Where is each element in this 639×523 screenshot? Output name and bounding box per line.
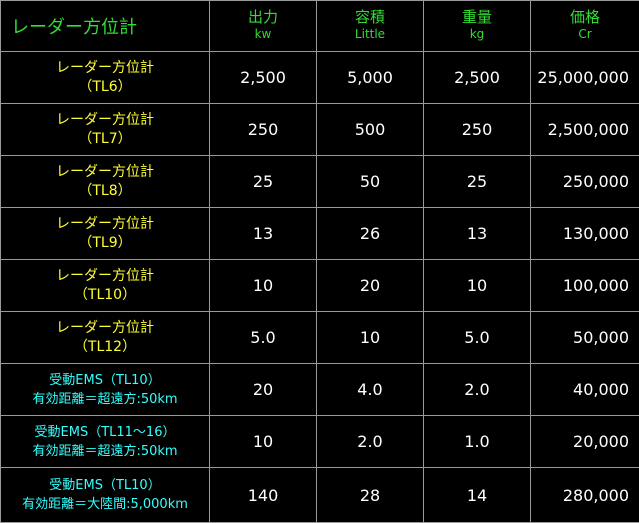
item-range: 有効距離＝超遠方:50km — [32, 443, 178, 459]
header-output-unit: kw — [254, 27, 272, 41]
item-model: （TL6） — [78, 78, 132, 95]
header-price: 価格 Cr — [530, 0, 639, 52]
weight-value: 2,500 — [423, 51, 531, 104]
volume-value: 2.0 — [316, 415, 424, 468]
volume-value: 50 — [316, 155, 424, 208]
item-name: レーダー方位計 — [56, 59, 154, 76]
table-row: レーダー方位計 （TL9） 13 26 13 130,000 — [0, 207, 639, 260]
header-weight-unit: kg — [469, 27, 485, 41]
volume-value: 20 — [316, 259, 424, 312]
price-value: 50,000 — [530, 311, 639, 364]
header-price-label: 価格 — [569, 8, 600, 26]
table-row: 受動EMS（TL10） 有効距離＝超遠方:50km 20 4.0 2.0 40,… — [0, 363, 639, 416]
item-name-cell: レーダー方位計 （TL9） — [0, 207, 210, 260]
table-row: レーダー方位計 （TL6） 2,500 5,000 2,500 25,000,0… — [0, 51, 639, 104]
item-name: 受動EMS（TL10） — [49, 372, 161, 388]
item-name-cell: レーダー方位計 （TL10） — [0, 259, 210, 312]
header-row: レーダー方位計 出力 kw 容積 Little 重量 kg 価格 Cr — [0, 0, 639, 52]
volume-value: 4.0 — [316, 363, 424, 416]
table-row: レーダー方位計 （TL8） 25 50 25 250,000 — [0, 155, 639, 208]
header-price-unit: Cr — [578, 27, 592, 41]
item-name-cell: レーダー方位計 （TL6） — [0, 51, 210, 104]
item-name: レーダー方位計 — [56, 111, 154, 128]
item-name-cell: 受動EMS（TL11〜16） 有効距離＝超遠方:50km — [0, 415, 210, 468]
header-output-label: 出力 — [247, 8, 278, 26]
weight-value: 10 — [423, 259, 531, 312]
output-value: 250 — [209, 103, 317, 156]
item-name-cell: レーダー方位計 （TL8） — [0, 155, 210, 208]
price-value: 100,000 — [530, 259, 639, 312]
item-name-cell: レーダー方位計 （TL7） — [0, 103, 210, 156]
weight-value: 5.0 — [423, 311, 531, 364]
price-value: 25,000,000 — [530, 51, 639, 104]
item-name-cell: 受動EMS（TL10） 有効距離＝大陸間:5,000km — [0, 467, 210, 523]
table-row: レーダー方位計 （TL7） 250 500 250 2,500,000 — [0, 103, 639, 156]
header-output: 出力 kw — [209, 0, 317, 52]
price-value: 130,000 — [530, 207, 639, 260]
price-value: 280,000 — [530, 467, 639, 523]
output-value: 2,500 — [209, 51, 317, 104]
output-value: 140 — [209, 467, 317, 523]
price-value: 2,500,000 — [530, 103, 639, 156]
price-value: 20,000 — [530, 415, 639, 468]
weight-value: 1.0 — [423, 415, 531, 468]
table-row: 受動EMS（TL11〜16） 有効距離＝超遠方:50km 10 2.0 1.0 … — [0, 415, 639, 468]
weight-value: 25 — [423, 155, 531, 208]
item-name: 受動EMS（TL11〜16） — [34, 424, 176, 440]
item-model: （TL7） — [78, 130, 132, 147]
table-title: レーダー方位計 — [0, 0, 210, 52]
item-name: レーダー方位計 — [56, 319, 154, 336]
item-range: 有効距離＝大陸間:5,000km — [22, 497, 188, 512]
table-row: 受動EMS（TL10） 有効距離＝大陸間:5,000km 140 28 14 2… — [0, 467, 639, 523]
output-value: 10 — [209, 259, 317, 312]
volume-value: 26 — [316, 207, 424, 260]
item-model: （TL12） — [73, 338, 137, 355]
volume-value: 10 — [316, 311, 424, 364]
item-model: （TL9） — [78, 234, 132, 251]
item-name: レーダー方位計 — [56, 215, 154, 232]
item-name: レーダー方位計 — [56, 163, 154, 180]
item-name: レーダー方位計 — [56, 267, 154, 284]
price-value: 250,000 — [530, 155, 639, 208]
header-volume-label: 容積 — [354, 8, 385, 26]
item-range: 有効距離＝超遠方:50km — [32, 391, 178, 407]
output-value: 10 — [209, 415, 317, 468]
item-name-cell: 受動EMS（TL10） 有効距離＝超遠方:50km — [0, 363, 210, 416]
output-value: 25 — [209, 155, 317, 208]
item-name-cell: レーダー方位計 （TL12） — [0, 311, 210, 364]
weight-value: 250 — [423, 103, 531, 156]
output-value: 13 — [209, 207, 317, 260]
table-row: レーダー方位計 （TL10） 10 20 10 100,000 — [0, 259, 639, 312]
table-row: レーダー方位計 （TL12） 5.0 10 5.0 50,000 — [0, 311, 639, 364]
item-model: （TL10） — [73, 286, 137, 303]
price-value: 40,000 — [530, 363, 639, 416]
weight-value: 13 — [423, 207, 531, 260]
volume-value: 28 — [316, 467, 424, 523]
header-weight: 重量 kg — [423, 0, 531, 52]
header-weight-label: 重量 — [461, 8, 492, 26]
header-volume: 容積 Little — [316, 0, 424, 52]
weight-value: 2.0 — [423, 363, 531, 416]
volume-value: 5,000 — [316, 51, 424, 104]
output-value: 20 — [209, 363, 317, 416]
volume-value: 500 — [316, 103, 424, 156]
output-value: 5.0 — [209, 311, 317, 364]
item-model: （TL8） — [78, 182, 132, 199]
weight-value: 14 — [423, 467, 531, 523]
item-name: 受動EMS（TL10） — [49, 478, 161, 493]
header-volume-unit: Little — [354, 27, 386, 41]
